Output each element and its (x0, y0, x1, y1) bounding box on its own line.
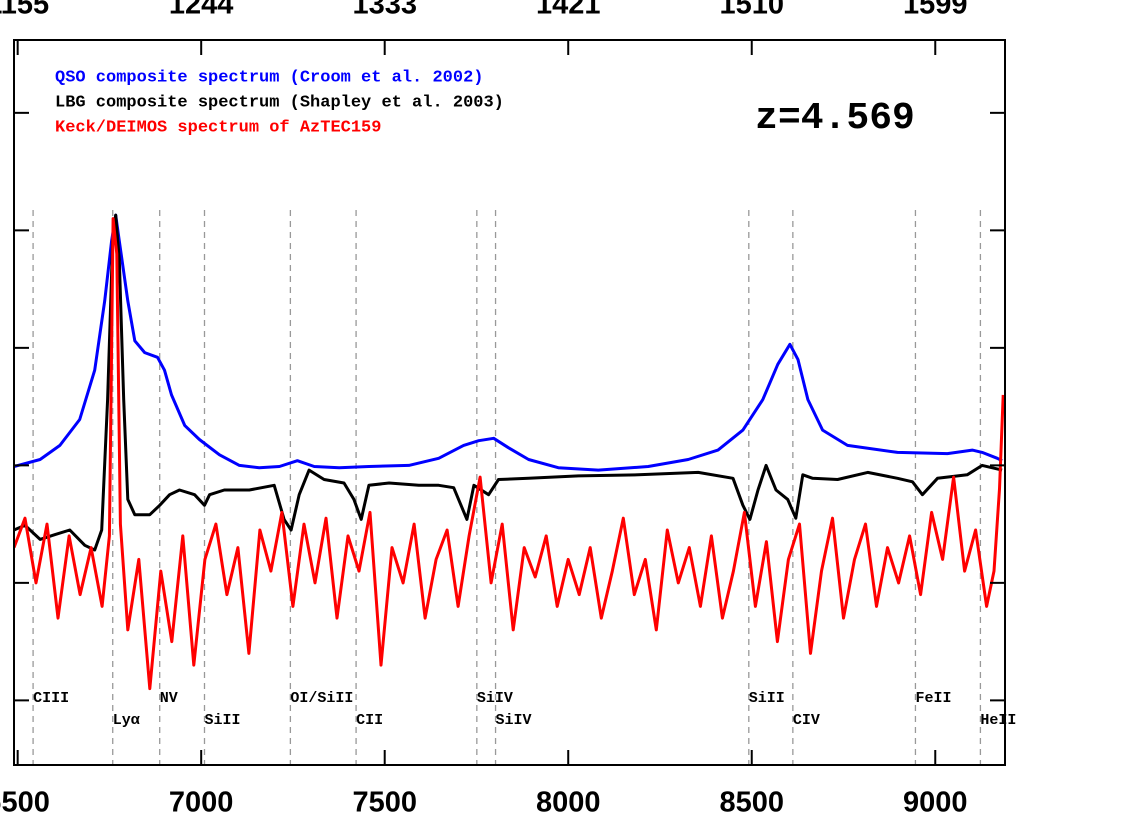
data-layer (14, 213, 1005, 691)
plot-frame (13, 39, 1006, 766)
x2-tick-label: 1421 (536, 0, 601, 21)
line-label: CIV (793, 712, 820, 729)
line-label: SiII (204, 712, 240, 729)
line-label: SiII (749, 690, 785, 707)
x-tick-label: 6500 (0, 787, 50, 819)
line-label: SiIV (477, 690, 513, 707)
spectrum-line (14, 213, 1003, 552)
line-label: HeII (980, 712, 1016, 729)
guide-layer (32, 210, 982, 765)
x2-tick-label: 1244 (169, 0, 234, 21)
x2-tick-label: 1510 (719, 0, 784, 21)
spectrum-line (14, 213, 1003, 472)
x-tick-label: 8000 (536, 787, 601, 819)
legend-entry: LBG composite spectrum (Shapley et al. 2… (55, 93, 504, 112)
line-label: NV (160, 690, 178, 707)
x-tick-label: 7500 (352, 787, 417, 819)
line-label: FeII (915, 690, 951, 707)
line-label: CII (356, 712, 383, 729)
x2-tick-label: 1599 (903, 0, 968, 21)
x-tick-label: 8500 (719, 787, 784, 819)
x-tick-label: 7000 (169, 787, 234, 819)
x2-tick-label: 1155 (0, 0, 49, 21)
x2-tick-label: 1333 (352, 0, 417, 21)
legend-entry: QSO composite spectrum (Croom et al. 200… (55, 68, 483, 87)
line-label: SiIV (496, 712, 532, 729)
redshift-annotation: z=4.569 (755, 97, 915, 140)
line-label: Lyα (113, 712, 140, 729)
spectrum-line (14, 217, 1005, 691)
line-label: OI/SiII (290, 690, 353, 707)
line-label: CIII (33, 690, 69, 707)
x-tick-label: 9000 (903, 787, 968, 819)
legend-entry: Keck/DEIMOS spectrum of AzTEC159 (55, 118, 381, 137)
